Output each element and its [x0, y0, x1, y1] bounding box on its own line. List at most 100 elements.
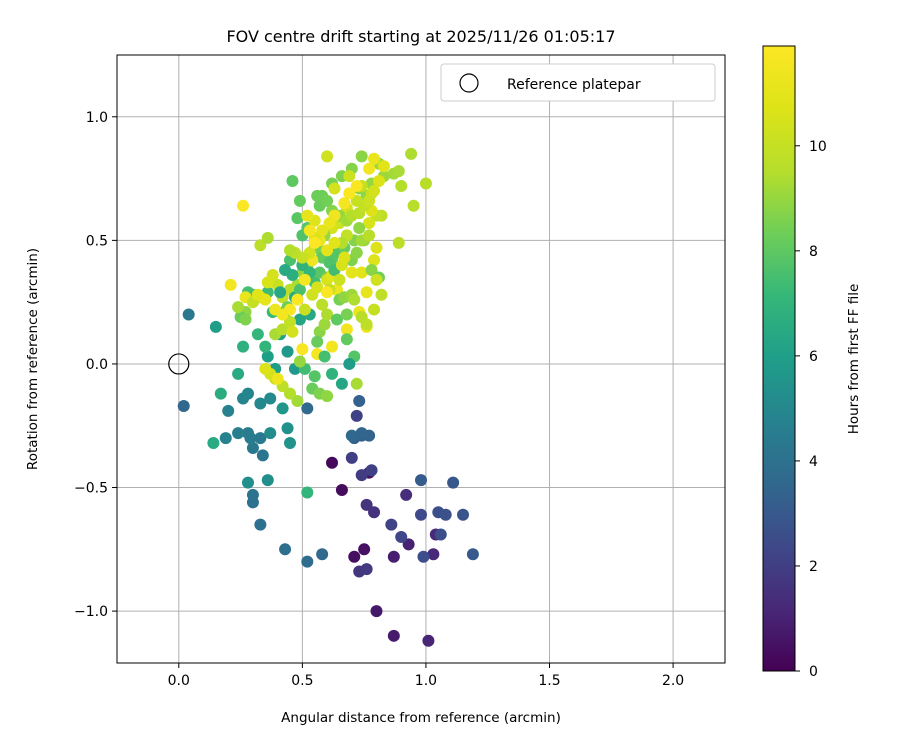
- data-point: [422, 634, 435, 647]
- data-point: [254, 397, 267, 410]
- data-point: [241, 387, 254, 400]
- data-point: [368, 506, 381, 519]
- data-point: [368, 184, 381, 197]
- y-tick-label: 0.5: [86, 233, 108, 249]
- data-point: [318, 318, 331, 331]
- data-point: [355, 150, 368, 163]
- data-point: [363, 194, 376, 207]
- data-point: [251, 328, 264, 341]
- data-point: [395, 179, 408, 192]
- data-point: [348, 293, 361, 306]
- data-point: [402, 538, 415, 551]
- data-point: [321, 150, 334, 163]
- data-point: [350, 179, 363, 192]
- data-point: [259, 340, 272, 353]
- data-point: [338, 251, 351, 264]
- data-point: [301, 402, 314, 415]
- data-point: [311, 189, 324, 202]
- colorbar-gradient: [762, 45, 796, 672]
- data-point: [363, 162, 376, 175]
- data-point: [237, 340, 250, 353]
- data-point: [340, 323, 353, 336]
- data-point: [321, 244, 334, 257]
- data-point: [368, 303, 381, 316]
- data-point: [355, 427, 368, 440]
- data-point: [447, 476, 460, 489]
- data-point: [392, 236, 405, 249]
- data-point: [368, 254, 381, 267]
- data-point: [321, 194, 334, 207]
- chart-title: FOV centre drift starting at 2025/11/26 …: [226, 27, 615, 46]
- data-point: [343, 357, 356, 370]
- colorbar-label: Hours from first FF file: [846, 284, 862, 435]
- data-point: [214, 387, 227, 400]
- data-point: [232, 427, 245, 440]
- data-point: [286, 325, 299, 338]
- data-point: [345, 451, 358, 464]
- data-point: [298, 273, 311, 286]
- colorbar-tick-label: 0: [809, 664, 818, 680]
- data-point: [407, 199, 420, 212]
- data-point: [232, 301, 245, 314]
- y-axis-label: Rotation from reference (arcmin): [25, 248, 41, 470]
- data-point: [385, 518, 398, 531]
- data-point: [254, 239, 267, 252]
- data-point: [308, 370, 321, 383]
- data-point: [311, 335, 324, 348]
- colorbar-tick-label: 4: [809, 454, 818, 470]
- data-point: [434, 528, 447, 541]
- data-point: [301, 209, 314, 222]
- grid: [117, 55, 725, 663]
- data-point: [363, 229, 376, 242]
- data-point: [293, 194, 306, 207]
- data-point: [316, 548, 329, 561]
- data-point: [293, 355, 306, 368]
- data-point: [316, 298, 329, 311]
- data-point: [279, 543, 292, 556]
- data-point: [340, 308, 353, 321]
- data-point: [419, 177, 432, 190]
- data-point: [256, 449, 269, 462]
- data-point: [439, 508, 452, 521]
- data-point: [241, 476, 254, 489]
- data-point: [335, 483, 348, 496]
- data-point: [303, 224, 316, 237]
- data-point: [298, 303, 311, 316]
- data-point: [333, 273, 346, 286]
- data-point: [328, 182, 341, 195]
- data-point: [177, 399, 190, 412]
- data-point: [261, 474, 274, 487]
- y-tick-label: −1.0: [74, 604, 108, 620]
- data-point: [281, 422, 294, 435]
- data-point: [291, 293, 304, 306]
- data-point: [350, 246, 363, 259]
- data-point: [457, 508, 470, 521]
- data-point: [291, 395, 304, 408]
- data-point: [207, 437, 220, 450]
- data-point: [318, 350, 331, 363]
- data-point: [246, 488, 259, 501]
- data-point: [345, 266, 358, 279]
- colorbar-tick-label: 6: [809, 349, 818, 365]
- data-point: [279, 264, 292, 277]
- data-point: [330, 313, 343, 326]
- colorbar-tick-label: 8: [809, 244, 818, 260]
- data-points: [177, 147, 479, 647]
- data-point: [182, 308, 195, 321]
- data-point: [377, 160, 390, 173]
- data-point: [405, 147, 418, 160]
- data-point: [345, 429, 358, 442]
- data-point: [338, 197, 351, 210]
- data-point: [286, 175, 299, 188]
- colorbar-tick-label: 10: [809, 139, 827, 155]
- data-point: [276, 323, 289, 336]
- data-point: [466, 548, 479, 561]
- data-point: [239, 313, 252, 326]
- data-point: [340, 333, 353, 346]
- data-point: [368, 152, 381, 165]
- data-point: [293, 313, 306, 326]
- data-point: [308, 236, 321, 249]
- data-point: [254, 518, 267, 531]
- data-point: [264, 427, 277, 440]
- x-axis-label: Angular distance from reference (arcmin): [281, 710, 561, 726]
